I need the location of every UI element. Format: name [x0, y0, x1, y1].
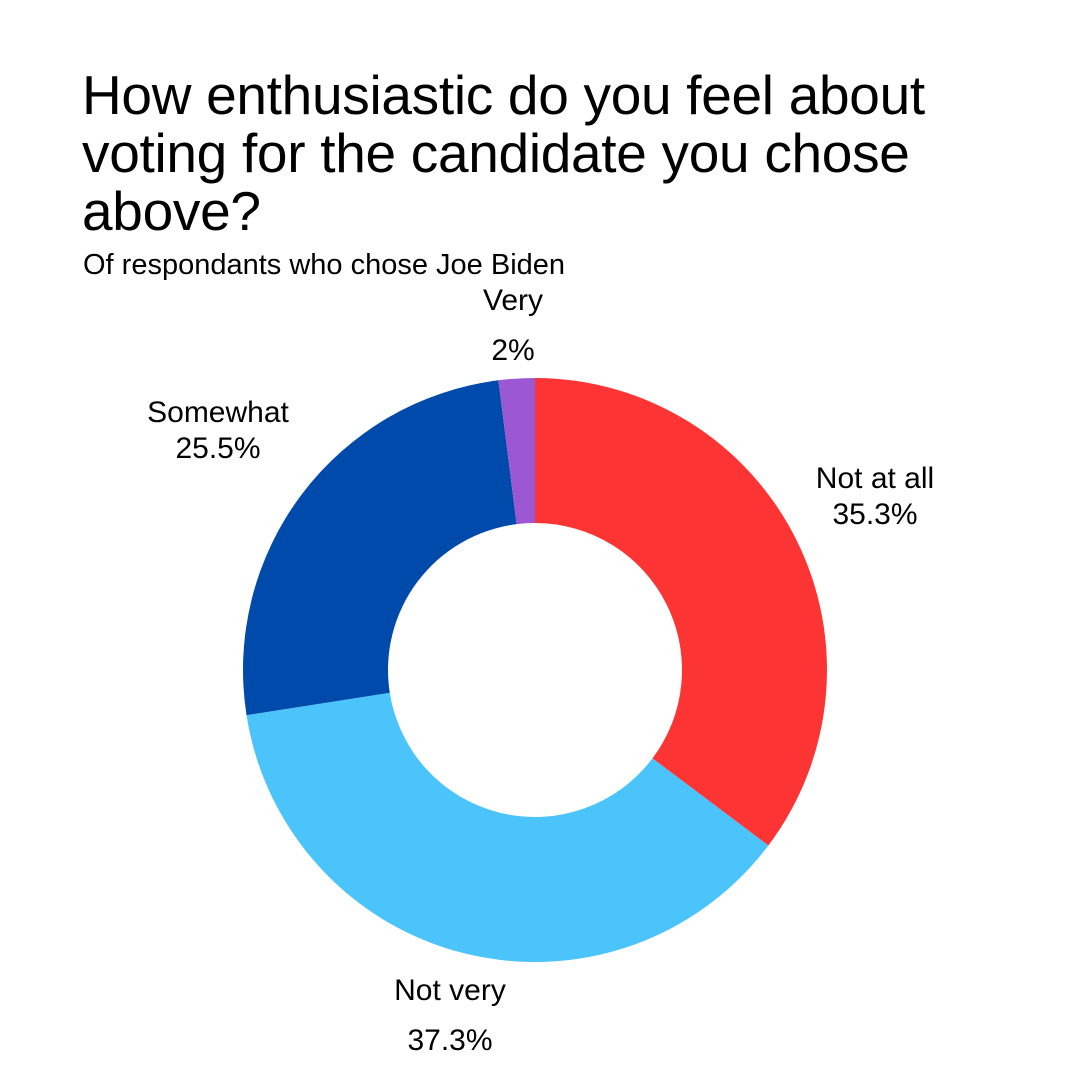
slice-label-somewhat: Somewhat 25.5%	[118, 395, 318, 467]
slice-label-somewhat-value: 25.5%	[175, 432, 261, 465]
slice-notatall	[535, 378, 827, 846]
chart-title: How enthusiastic do you feel about votin…	[82, 64, 925, 242]
slice-label-notvery-value: 37.3%	[407, 1024, 493, 1057]
chart-subtitle: Of respondants who chose Joe Biden	[83, 249, 566, 281]
slice-very	[498, 378, 535, 525]
slice-label-notvery-name: Not very	[394, 974, 506, 1007]
slice-label-notatall-name: Not at all	[815, 462, 935, 495]
slice-label-notatall-value: 35.3%	[832, 498, 918, 531]
slice-label-very-name: Very	[482, 284, 544, 317]
slice-label-very-value: 2%	[491, 334, 535, 367]
slice-label-somewhat-name: Somewhat	[147, 396, 289, 429]
slice-label-very: Very 2%	[473, 283, 553, 369]
slice-label-notatall: Not at all 35.3%	[795, 461, 955, 533]
slice-label-notvery: Not very 37.3%	[355, 973, 545, 1059]
slice-notvery	[246, 692, 769, 962]
slice-somewhat	[243, 380, 517, 716]
donut-slices	[243, 378, 827, 962]
